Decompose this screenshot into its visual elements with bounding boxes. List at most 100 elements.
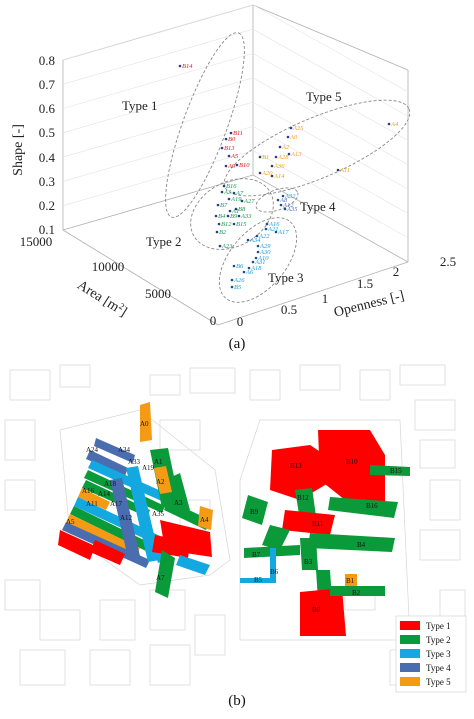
map-label: B2 bbox=[352, 589, 361, 597]
map-label: A4 bbox=[200, 516, 209, 524]
ellipse-type1 bbox=[165, 32, 245, 218]
data-point bbox=[216, 203, 220, 207]
area-tick: 10000 bbox=[92, 259, 125, 274]
map-label: A18 bbox=[104, 480, 117, 488]
map-label: A12 bbox=[120, 514, 133, 522]
point-label: B9 bbox=[230, 213, 238, 220]
map-label: A7 bbox=[156, 574, 165, 582]
map-label: B5 bbox=[254, 576, 263, 584]
legend-swatch-type3 bbox=[400, 649, 420, 658]
area-tick: 15000 bbox=[20, 234, 53, 249]
point-label: A34 bbox=[249, 237, 261, 244]
point-label: B6 bbox=[236, 263, 244, 270]
point-label: A31 bbox=[254, 259, 265, 266]
data-point bbox=[228, 209, 232, 213]
point-label: B4 bbox=[218, 213, 226, 220]
map-label: B13 bbox=[290, 462, 302, 470]
point-label: A30 bbox=[259, 249, 271, 256]
point-label: A11 bbox=[339, 167, 350, 174]
type2-label: Type 2 bbox=[146, 234, 182, 249]
data-point bbox=[242, 270, 246, 274]
point-label: B16 bbox=[226, 183, 237, 190]
data-point bbox=[222, 184, 226, 188]
scatter-3d-chart: 0.1 0.2 0.3 0.4 0.5 0.6 0.7 0.8 Shape [-… bbox=[11, 4, 456, 329]
point-label: B11 bbox=[233, 130, 243, 137]
map-label: A34 bbox=[118, 446, 131, 454]
data-point bbox=[264, 227, 268, 231]
point-label: A20 bbox=[261, 170, 273, 177]
openness-tick: 1.5 bbox=[357, 276, 373, 291]
map-label: A11 bbox=[86, 500, 98, 508]
area-tick: 0 bbox=[210, 313, 217, 328]
data-point bbox=[336, 168, 340, 172]
data-point bbox=[227, 154, 231, 158]
point-label: A19 bbox=[230, 196, 242, 203]
z-tick: 0.6 bbox=[39, 101, 56, 116]
point-label: A35 bbox=[286, 206, 298, 213]
point-label: B10 bbox=[239, 162, 250, 169]
point-label: A25 bbox=[292, 125, 304, 132]
caption-b: (b) bbox=[228, 693, 246, 709]
data-point bbox=[251, 260, 255, 264]
data-point bbox=[289, 126, 293, 130]
point-label: A0 bbox=[289, 134, 298, 141]
data-point bbox=[287, 152, 291, 156]
data-point bbox=[234, 207, 238, 211]
point-label: A10 bbox=[257, 255, 269, 262]
map-label: B7 bbox=[252, 551, 261, 559]
point-label: A23 bbox=[221, 243, 233, 250]
right-block bbox=[240, 430, 410, 636]
point-label: A8 bbox=[279, 197, 288, 204]
data-point bbox=[281, 194, 285, 198]
data-point bbox=[256, 244, 260, 248]
data-point bbox=[258, 171, 262, 175]
map-legend: Type 1 Type 2 Type 3 Type 4 Type 5 bbox=[395, 615, 467, 693]
site-map: A0 A34 A33 A19 A24 A1 A2 A3 A12 A35 A4 A… bbox=[4, 364, 467, 693]
type1-label: Type 1 bbox=[122, 98, 158, 113]
data-point bbox=[232, 191, 236, 195]
data-point bbox=[246, 238, 250, 242]
point-label: A5 bbox=[230, 153, 239, 160]
legend-label: Type 4 bbox=[426, 663, 451, 673]
legend-swatch-type2 bbox=[400, 635, 420, 644]
data-point bbox=[256, 250, 260, 254]
data-point bbox=[265, 222, 269, 226]
caption-a: (a) bbox=[228, 336, 246, 352]
point-label: A7 bbox=[235, 190, 244, 197]
point-label: A9 bbox=[227, 163, 236, 170]
cluster-ellipses bbox=[165, 32, 411, 303]
point-label: A3 bbox=[223, 189, 232, 196]
data-point bbox=[235, 163, 239, 167]
map-label: A0 bbox=[140, 420, 149, 428]
grid-lines bbox=[62, 4, 409, 238]
data-point bbox=[226, 214, 230, 218]
data-point bbox=[217, 222, 221, 226]
map-label: B1 bbox=[346, 577, 355, 585]
type4-label: Type 4 bbox=[300, 199, 336, 214]
data-point bbox=[220, 146, 224, 150]
z-tick: 0.5 bbox=[39, 125, 55, 140]
map-label: B9 bbox=[250, 508, 259, 516]
point-label: A17 bbox=[277, 229, 289, 236]
point-label: B0 bbox=[228, 136, 236, 143]
data-point bbox=[255, 234, 259, 238]
map-label: B10 bbox=[346, 458, 358, 466]
data-point bbox=[214, 214, 218, 218]
map-label: A1 bbox=[154, 458, 163, 466]
data-point bbox=[240, 199, 244, 203]
map-label: A19 bbox=[142, 464, 155, 472]
point-label: B1 bbox=[262, 154, 269, 161]
legend-label: Type 3 bbox=[426, 649, 451, 659]
type3-label: Type 3 bbox=[268, 270, 304, 285]
point-label: A36 bbox=[273, 163, 285, 170]
panel-a: 0.1 0.2 0.3 0.4 0.5 0.6 0.7 0.8 Shape [-… bbox=[11, 4, 456, 352]
point-label: A26 bbox=[233, 277, 245, 284]
openness-tick: 0.5 bbox=[281, 302, 297, 317]
map-label: A2 bbox=[156, 478, 165, 486]
map-label: A3 bbox=[174, 499, 183, 507]
z-tick: 0.2 bbox=[39, 198, 55, 213]
point-label: B14 bbox=[182, 63, 193, 70]
data-point bbox=[247, 266, 251, 270]
data-point bbox=[220, 190, 224, 194]
